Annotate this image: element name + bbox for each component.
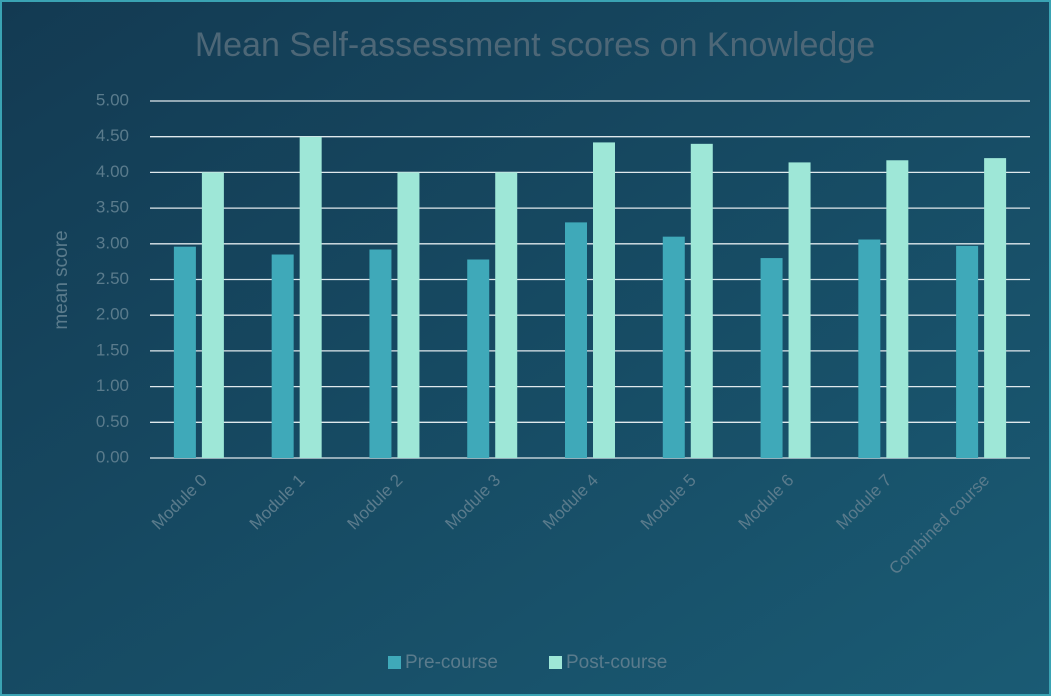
- bar: [593, 142, 615, 459]
- bar: [173, 246, 196, 458]
- legend-swatch: [388, 656, 401, 669]
- bar: [788, 162, 811, 459]
- bar: [690, 143, 713, 458]
- bar: [662, 236, 685, 458]
- y-tick-label: 2.00: [96, 305, 129, 324]
- y-tick-label: 3.00: [96, 233, 129, 252]
- y-tick-label: 3.50: [96, 198, 129, 217]
- legend-swatch: [549, 656, 562, 669]
- bar: [201, 172, 224, 458]
- legend-label: Post-course: [566, 652, 667, 673]
- chart-title: Mean Self-assessment scores on Knowledge: [195, 26, 875, 64]
- bar: [495, 172, 518, 458]
- legend-label: Pre-course: [405, 652, 498, 673]
- bar: [886, 160, 909, 458]
- y-tick-label: 4.50: [96, 126, 129, 145]
- bar: [271, 254, 294, 458]
- y-tick-label: 1.00: [96, 376, 129, 395]
- bar: [565, 222, 587, 458]
- y-tick-label: 4.00: [96, 162, 129, 181]
- bar: [858, 239, 881, 458]
- bar: [299, 136, 322, 458]
- y-axis-label: mean score: [51, 230, 72, 329]
- bar: [984, 158, 1007, 458]
- y-tick-label: 0.50: [96, 412, 129, 431]
- bar: [467, 259, 490, 458]
- bar: [760, 258, 783, 458]
- y-tick-label: 0.00: [96, 447, 129, 466]
- bar: [397, 172, 420, 458]
- y-tick-label: 5.00: [96, 90, 129, 109]
- y-tick-label: 2.50: [96, 269, 129, 288]
- y-tick-label: 1.50: [96, 340, 129, 359]
- bar: [956, 245, 979, 458]
- bar: [369, 249, 392, 458]
